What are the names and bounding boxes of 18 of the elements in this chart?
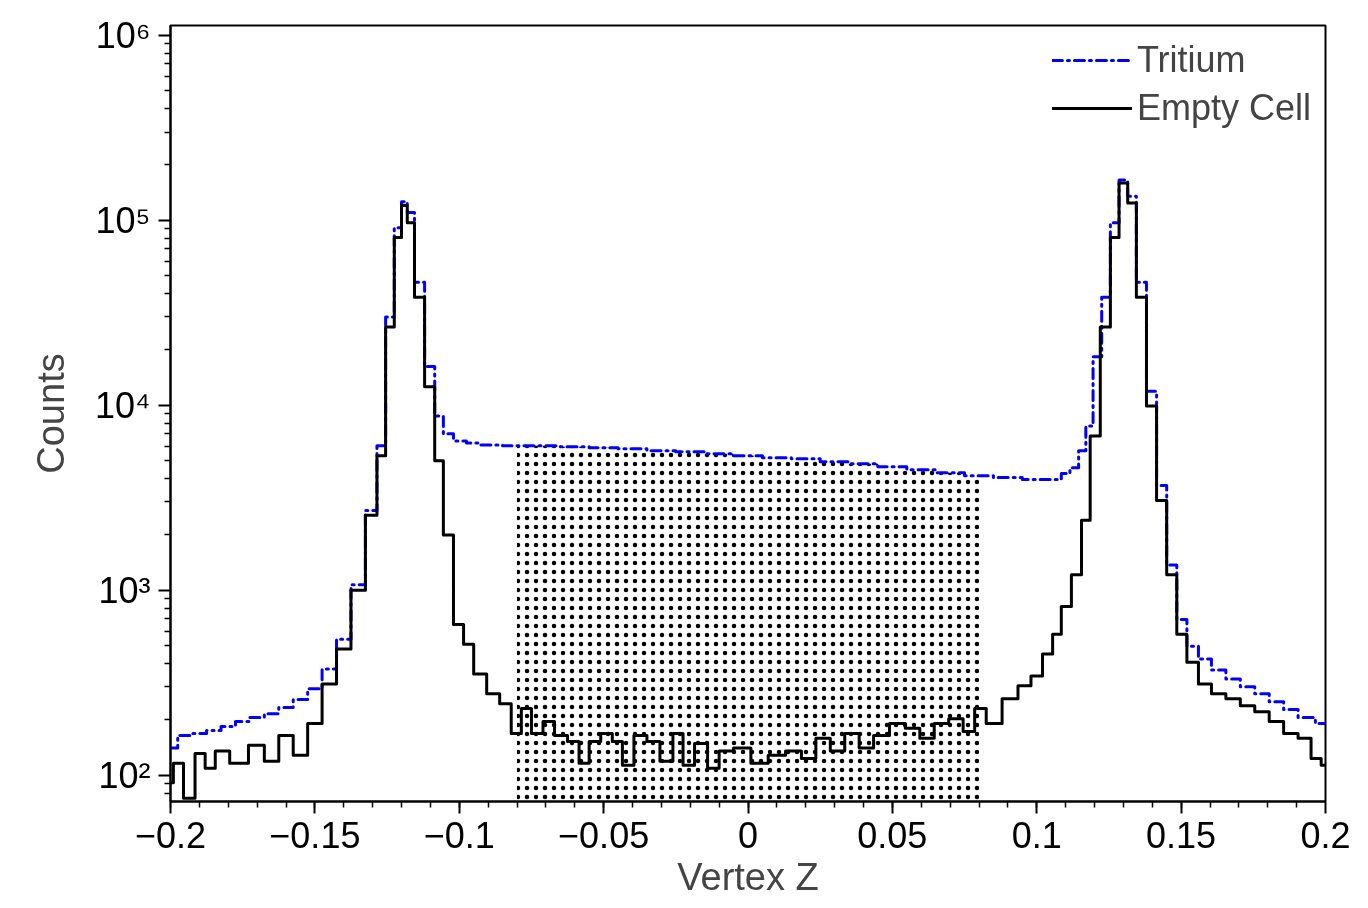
x-tick-label: 0: [737, 814, 759, 856]
legend-label: Empty Cell: [1136, 87, 1311, 129]
y-tick-label: 10³: [98, 569, 151, 611]
x-axis-title: Vertex Z: [677, 855, 819, 898]
x-tick-label: 0.05: [857, 814, 928, 856]
y-tick-label: 10⁵: [95, 199, 151, 241]
y-tick-label: 10⁶: [95, 14, 151, 56]
x-tick-label: 0.15: [1146, 814, 1217, 856]
x-tick-label: −0.05: [558, 814, 650, 856]
x-tick-label: 0.1: [1011, 814, 1062, 856]
legend-label: Tritium: [1136, 39, 1246, 81]
y-axis-title: Counts: [29, 353, 72, 474]
y-tick-label: 10⁴: [94, 384, 151, 426]
x-tick-label: −0.15: [269, 814, 361, 856]
x-tick-label: −0.2: [134, 814, 207, 856]
x-tick-label: −0.1: [423, 814, 495, 856]
x-tick-label: 0.2: [1300, 814, 1351, 856]
y-tick-label: 10²: [98, 754, 151, 796]
